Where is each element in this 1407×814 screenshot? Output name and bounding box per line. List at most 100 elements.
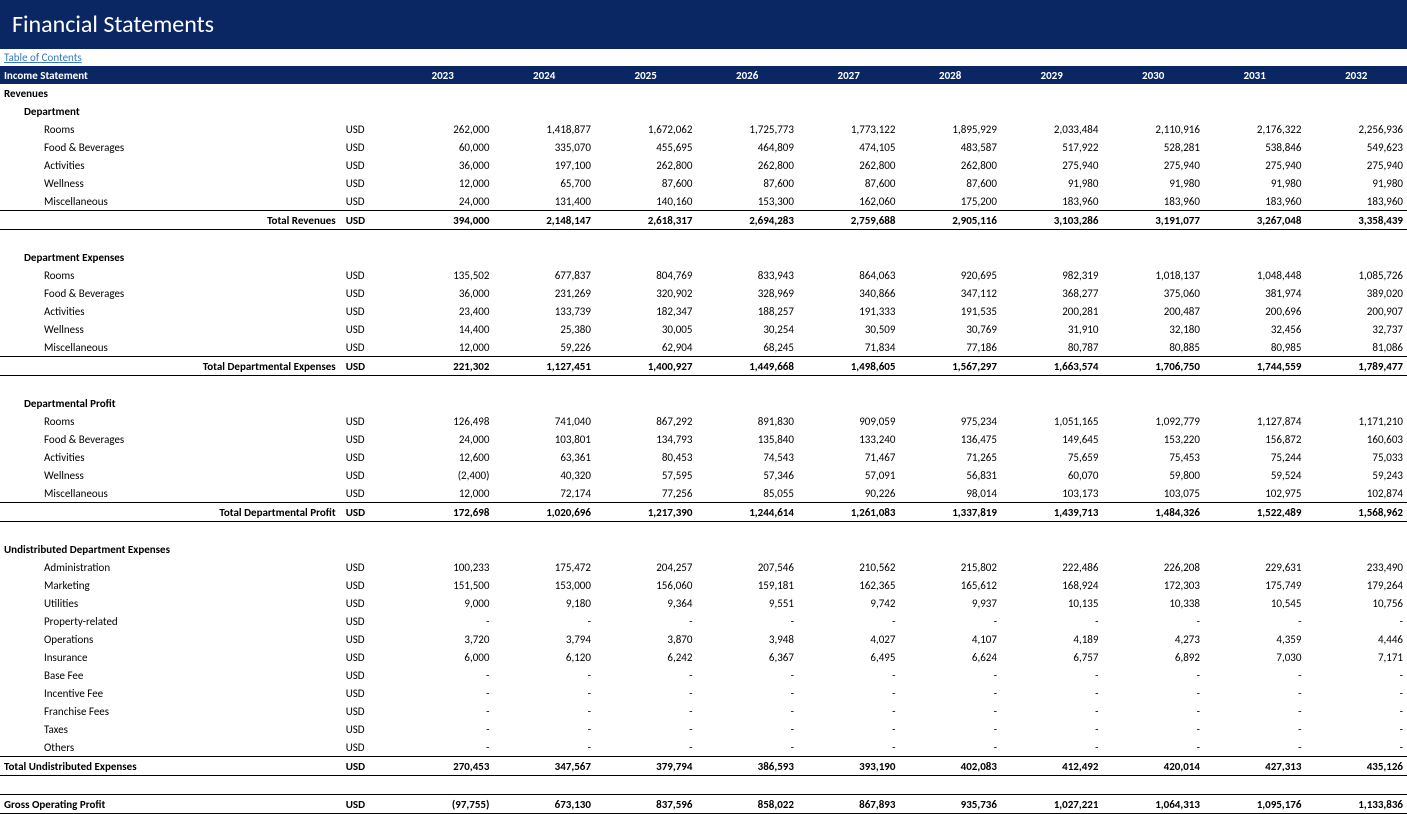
value: 389,020	[1305, 284, 1407, 302]
value: -	[798, 684, 900, 702]
value: 87,600	[798, 174, 900, 192]
value: 10,545	[1204, 594, 1306, 612]
total-value: 1,744,559	[1204, 357, 1306, 376]
value: 804,769	[595, 266, 697, 284]
cell	[342, 248, 392, 266]
value: 204,257	[595, 558, 697, 576]
cell	[342, 776, 392, 795]
cell	[899, 248, 1001, 266]
value: 12,000	[392, 338, 494, 357]
value: -	[1001, 702, 1103, 720]
value: -	[1204, 702, 1306, 720]
total-value: 1,567,297	[899, 357, 1001, 376]
value: 200,281	[1001, 302, 1103, 320]
value: -	[392, 666, 494, 684]
cell	[696, 394, 798, 412]
value: -	[392, 612, 494, 630]
value: 200,907	[1305, 302, 1407, 320]
revenues-header: Revenues	[0, 84, 342, 102]
value: 23,400	[392, 302, 494, 320]
row-label: Property-related	[0, 612, 342, 630]
value: 9,000	[392, 594, 494, 612]
value: 6,892	[1102, 648, 1204, 666]
value: 188,257	[696, 302, 798, 320]
income-statement-table: Income Statement202320242025202620272028…	[0, 66, 1407, 814]
gross-value: 1,133,836	[1305, 795, 1407, 814]
value: 340,866	[798, 284, 900, 302]
cell	[595, 394, 697, 412]
unit: USD	[342, 503, 392, 522]
value: 126,498	[392, 412, 494, 430]
value: 200,696	[1204, 302, 1306, 320]
cell	[493, 394, 595, 412]
value: -	[1102, 684, 1204, 702]
cell	[0, 230, 342, 249]
value: -	[798, 666, 900, 684]
toc-link[interactable]: Table of Contents	[0, 49, 1407, 66]
value: 320,902	[595, 284, 697, 302]
unit: USD	[342, 430, 392, 448]
cell	[595, 102, 697, 120]
value: -	[1305, 720, 1407, 738]
cell	[1001, 230, 1103, 249]
value: 182,347	[595, 302, 697, 320]
total-value: 1,706,750	[1102, 357, 1204, 376]
row-label: Activities	[0, 302, 342, 320]
gross-label: Gross Operating Profit	[0, 795, 342, 814]
value: -	[493, 702, 595, 720]
value: 172,303	[1102, 576, 1204, 594]
cell	[696, 540, 798, 558]
cell	[392, 230, 494, 249]
cell	[1102, 376, 1204, 395]
value: 56,831	[899, 466, 1001, 484]
unit: USD	[342, 211, 392, 230]
value: 156,872	[1204, 430, 1306, 448]
value: -	[1204, 612, 1306, 630]
value: 71,467	[798, 448, 900, 466]
value: -	[1204, 738, 1306, 757]
row-label: Others	[0, 738, 342, 757]
value: 77,256	[595, 484, 697, 503]
value: 168,924	[1001, 576, 1103, 594]
total-value: 1,789,477	[1305, 357, 1407, 376]
row-label: Activities	[0, 448, 342, 466]
unit: USD	[342, 320, 392, 338]
value: -	[493, 612, 595, 630]
row-label: Miscellaneous	[0, 192, 342, 211]
cell	[1102, 230, 1204, 249]
value: 891,830	[696, 412, 798, 430]
unit: USD	[342, 612, 392, 630]
value: 191,333	[798, 302, 900, 320]
row-label: Base Fee	[0, 666, 342, 684]
income-statement-label: Income Statement	[0, 66, 342, 84]
value: 6,624	[899, 648, 1001, 666]
value: -	[1204, 684, 1306, 702]
value: 74,543	[696, 448, 798, 466]
unit: USD	[342, 266, 392, 284]
value: -	[595, 684, 697, 702]
gross-value: 673,130	[493, 795, 595, 814]
value: 60,000	[392, 138, 494, 156]
cell	[1001, 102, 1103, 120]
value: 91,980	[1001, 174, 1103, 192]
unit: USD	[342, 484, 392, 503]
value: 85,055	[696, 484, 798, 503]
page-title: Financial Statements	[12, 10, 214, 39]
total-value: 1,484,326	[1102, 503, 1204, 522]
title-bar: Financial Statements	[0, 0, 1407, 49]
cell	[342, 84, 392, 102]
value: 262,000	[392, 120, 494, 138]
cell	[392, 540, 494, 558]
total-value: 386,593	[696, 757, 798, 776]
value: 6,000	[392, 648, 494, 666]
value: 328,969	[696, 284, 798, 302]
cell	[493, 102, 595, 120]
value: -	[595, 666, 697, 684]
value: -	[1001, 738, 1103, 757]
value: 90,226	[798, 484, 900, 503]
cell	[798, 540, 900, 558]
value: 474,105	[798, 138, 900, 156]
value: 231,269	[493, 284, 595, 302]
row-label: Food & Beverages	[0, 430, 342, 448]
unit: USD	[342, 138, 392, 156]
